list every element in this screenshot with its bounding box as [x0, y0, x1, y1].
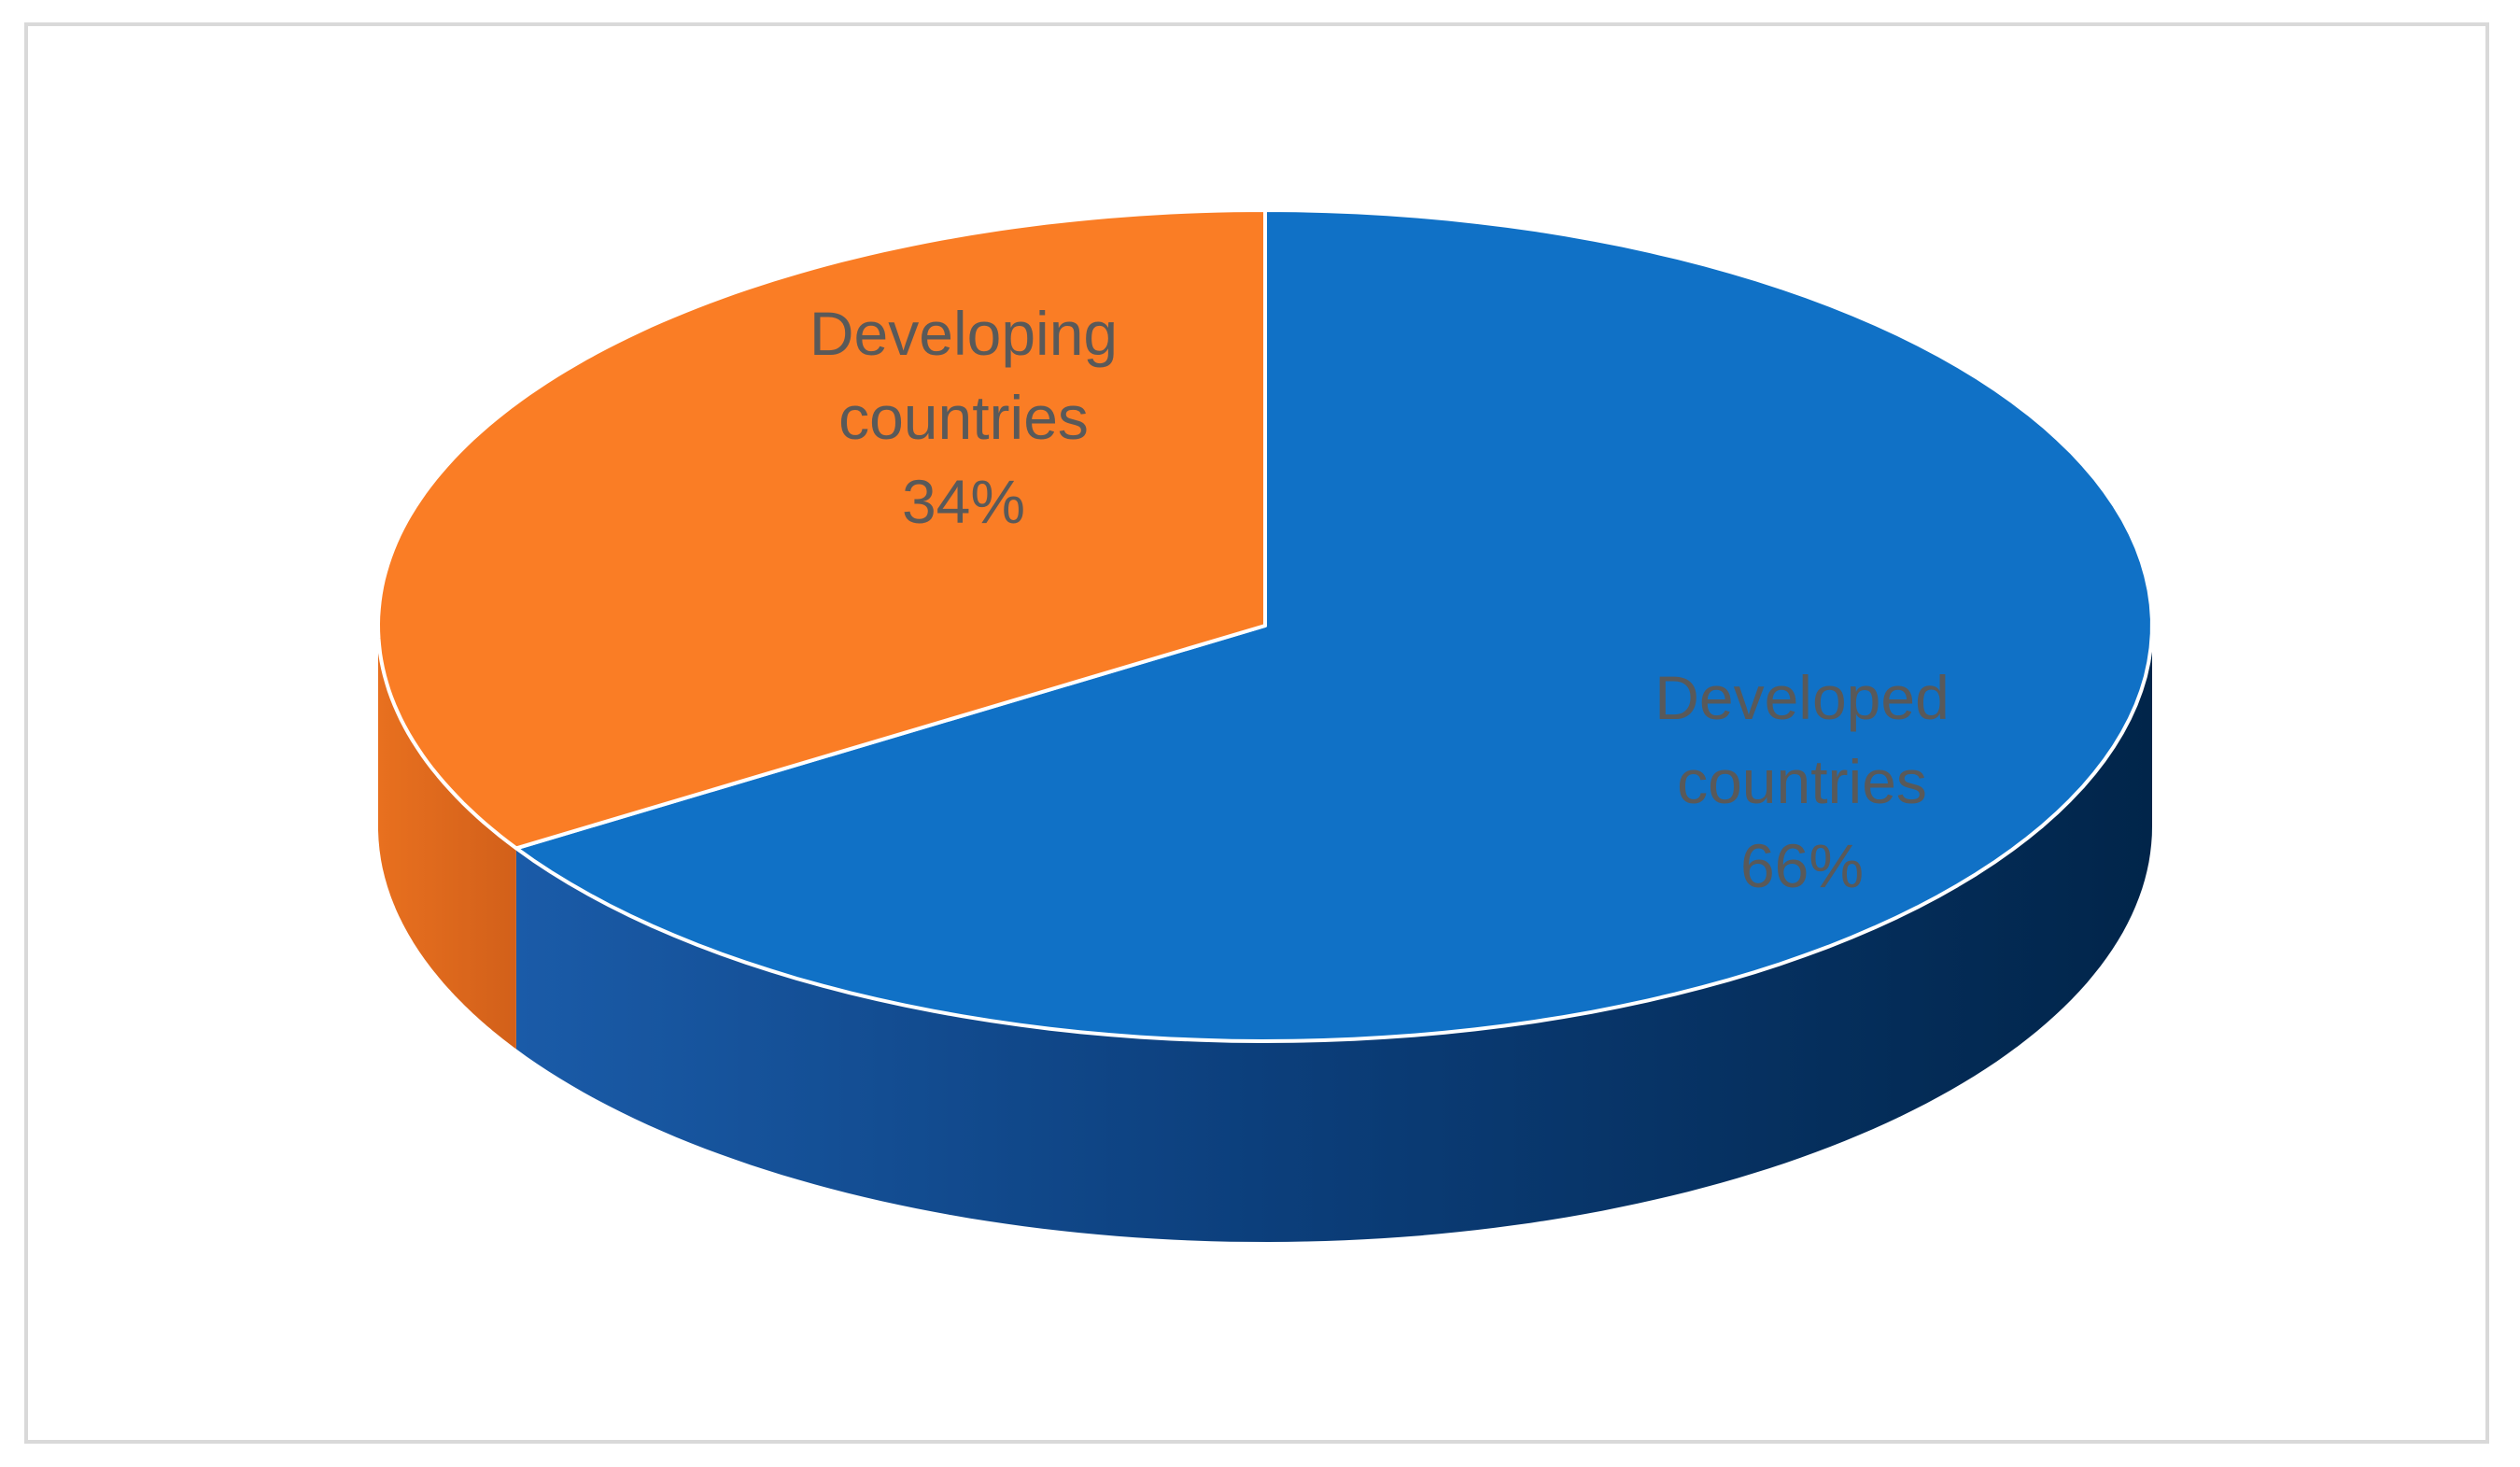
pie-tops: [376, 208, 2154, 1043]
slice-label-line1-developing: Developing: [809, 299, 1118, 368]
slice-developing: [376, 208, 1267, 851]
slice-side-developed: [515, 626, 2152, 1242]
slice-side-developing: [378, 626, 516, 1050]
pie-labels: Developing countries 34% Developed count…: [809, 299, 1950, 900]
slice-label-line2-developed: countries: [1677, 747, 1927, 816]
pie-sides: [378, 626, 2152, 1242]
slice-percent-developed: 66%: [1740, 831, 1864, 900]
slice-label-line2-developing: countries: [838, 383, 1089, 452]
slice-developed: [514, 208, 2154, 1043]
slice-label-line1-developed: Developed: [1654, 663, 1950, 732]
slice-percent-developing: 34%: [902, 467, 1025, 536]
